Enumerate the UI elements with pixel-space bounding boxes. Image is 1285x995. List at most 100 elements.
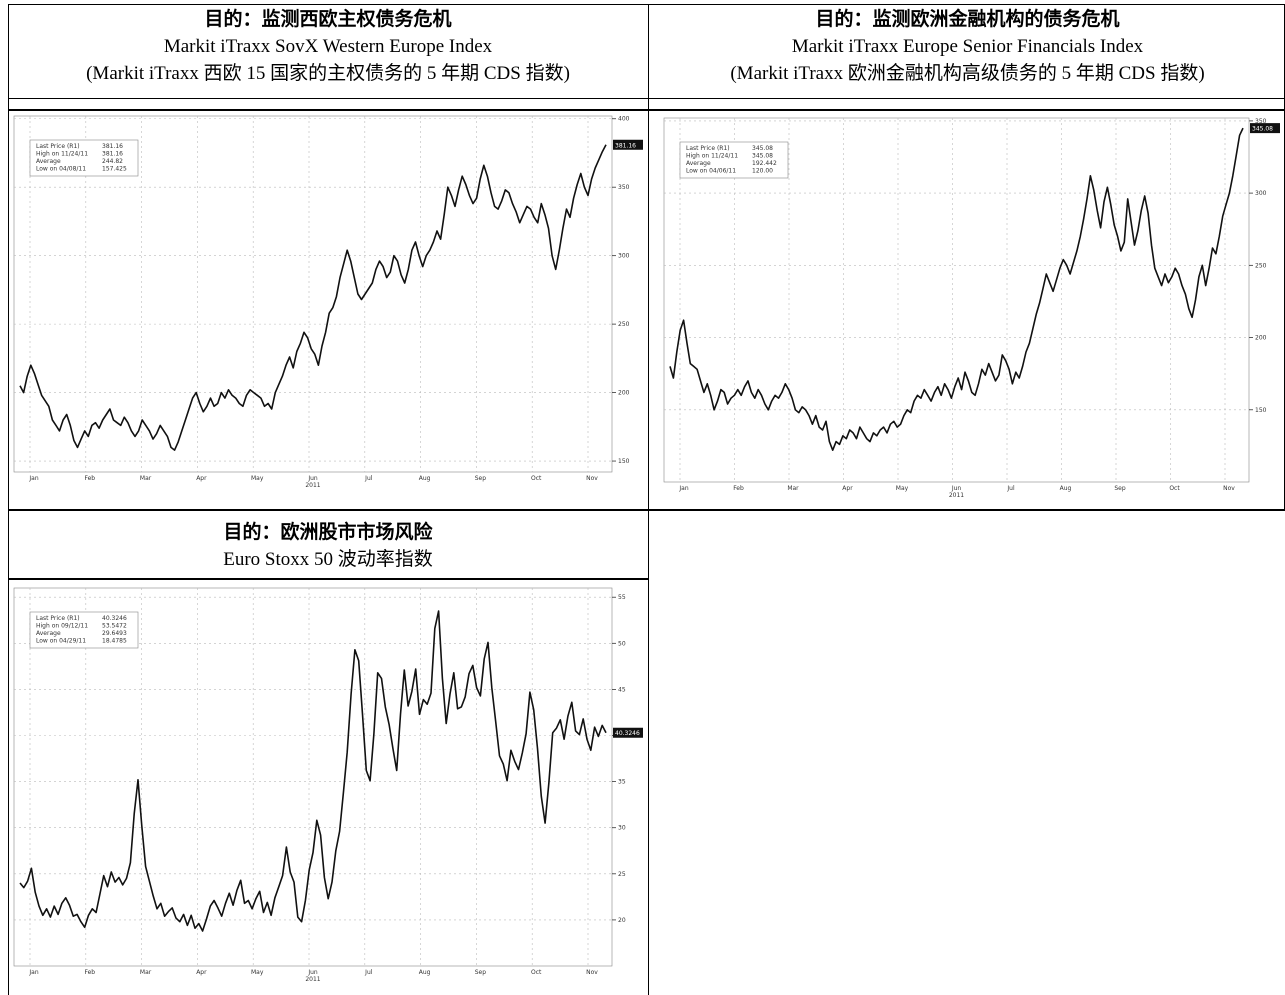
legend-label: High on 09/12/11	[36, 623, 88, 630]
x-tick-label: Aug	[1060, 485, 1072, 492]
legend-value: 244.82	[102, 158, 123, 165]
x-tick-label: Jan	[28, 475, 38, 482]
header-row-divider-2	[8, 578, 648, 580]
x-tick-label: Feb	[84, 969, 95, 976]
x-tick-label: Aug	[419, 969, 431, 976]
legend-value: 18.4785	[102, 638, 127, 645]
x-tick-label: Mar	[140, 969, 152, 976]
legend-label: Last Price (R1)	[36, 615, 80, 622]
plot-frame	[663, 117, 1250, 483]
last-price-tag	[613, 727, 643, 738]
legend-value: 29.6493	[102, 630, 127, 637]
x-tick-label: Apr	[196, 969, 207, 976]
panel-header-vstoxx: 目的：欧洲股市市场风险 Euro Stoxx 50 波动率指数	[8, 519, 648, 579]
legend-box	[29, 611, 139, 649]
x-tick-label: Feb	[84, 475, 95, 482]
panel-subtitle: Markit iTraxx SovX Western Europe Index	[163, 36, 493, 57]
panel-description: (Markit iTraxx 欧洲金融机构高级债务的 5 年期 CDS 指数)	[730, 63, 1205, 84]
x-tick-label: Jul	[364, 475, 373, 482]
x-tick-label: Oct	[531, 475, 542, 482]
table-border-mid	[648, 4, 649, 995]
legend-box	[679, 141, 789, 179]
sovx-chart: 150 200 250 300 350 400 Jan Feb Mar Apr May Jun Jul A…	[13, 115, 643, 489]
legend-value: 53.5472	[102, 623, 127, 630]
x-tick-label: Nov	[586, 969, 598, 976]
y-tick-label: 20	[618, 917, 626, 924]
legend-value: 345.08	[752, 153, 773, 160]
last-price-tag	[613, 139, 643, 150]
series-line	[19, 144, 607, 451]
x-year-label: 2011	[305, 976, 320, 983]
legend-value: 345.08	[752, 145, 773, 152]
y-tick-label: 200	[1255, 335, 1267, 342]
x-tick-label: Jun	[307, 475, 318, 482]
x-tick-label: Sep	[1114, 485, 1126, 492]
series-line	[19, 610, 607, 932]
panel-title: 目的：欧洲股市市场风险	[223, 521, 433, 543]
x-tick-label: Sep	[475, 475, 487, 482]
legend-value: 120.00	[752, 168, 773, 175]
y-tick-label: 400	[618, 116, 630, 123]
header-row-divider-1	[8, 98, 1285, 99]
y-tick-label: 250	[1255, 262, 1267, 269]
panel-title: 目的：监测欧洲金融机构的债务危机	[815, 8, 1120, 30]
y-tick-label: 150	[1255, 407, 1267, 414]
y-tick-label: 300	[1255, 190, 1267, 197]
x-tick-label: Apr	[196, 475, 207, 482]
financials-chart: 150 200 250 300 350 Jan Feb Mar Apr May Jun Jul Aug S…	[663, 117, 1280, 499]
legend-value: 40.3246	[102, 615, 127, 622]
x-tick-label: Sep	[475, 969, 487, 976]
vstoxx-chart: 2025303540455055JanFebMarAprMayJunJulAug…	[13, 587, 643, 983]
x-tick-label: May	[251, 969, 264, 976]
y-tick-label: 350	[618, 184, 630, 191]
x-tick-label: Aug	[419, 475, 431, 482]
last-price-tag	[1250, 123, 1280, 134]
x-tick-label: Jan	[28, 969, 38, 976]
x-tick-label: Nov	[1223, 485, 1235, 492]
legend-value: 192.442	[752, 160, 777, 167]
x-tick-label: Jul	[364, 969, 373, 976]
y-tick-label: 35	[618, 779, 626, 786]
legend-box	[29, 139, 139, 177]
row-divider	[8, 509, 1285, 511]
x-tick-label: Mar	[787, 485, 799, 492]
x-tick-label: Jan	[678, 485, 688, 492]
last-price-tag-label: 381.16	[615, 142, 636, 149]
x-tick-label: Oct	[1169, 485, 1180, 492]
table-border-left	[8, 4, 9, 995]
legend-label: Low on 04/08/11	[36, 166, 86, 173]
x-tick-label: May	[896, 485, 909, 492]
y-tick-label: 200	[618, 390, 630, 397]
y-tick-label: 30	[618, 825, 626, 832]
legend-label: Average	[36, 158, 61, 165]
legend-label: High on 11/24/11	[36, 151, 88, 158]
y-tick-label: 250	[618, 321, 630, 328]
series-line	[669, 127, 1244, 452]
y-tick-label: 350	[1255, 118, 1267, 125]
y-tick-label: 300	[618, 253, 630, 260]
x-tick-label: Jun	[307, 969, 318, 976]
legend-value: 381.16	[102, 143, 123, 150]
x-year-label: 2011	[949, 492, 964, 499]
last-price-tag-label: 40.3246	[615, 730, 640, 737]
legend-label: Last Price (R1)	[686, 145, 730, 152]
y-tick-label: 50	[618, 640, 626, 647]
panel-description: (Markit iTraxx 西欧 15 国家的主权债务的 5 年期 CDS 指…	[86, 63, 570, 84]
header-row-divider-1b	[8, 109, 1285, 111]
plot-frame	[13, 587, 613, 967]
panel-header-financials: 目的：监测欧洲金融机构的债务危机 Markit iTraxx Europe Se…	[650, 6, 1285, 98]
table-border-top	[8, 4, 1285, 5]
legend-label: Last Price (R1)	[36, 143, 80, 150]
x-tick-label: Apr	[842, 485, 853, 492]
legend-label: Average	[686, 160, 711, 167]
x-year-label: 2011	[305, 482, 320, 489]
last-price-tag-label: 345.08	[1252, 126, 1273, 133]
legend-label: Low on 04/06/11	[686, 168, 736, 175]
legend-value: 381.16	[102, 151, 123, 158]
panel-title: 目的：监测西欧主权债务危机	[204, 8, 452, 30]
x-tick-label: Oct	[531, 969, 542, 976]
legend-value: 157.425	[102, 166, 127, 173]
panel-header-sovx: 目的：监测西欧主权债务危机 Markit iTraxx SovX Western…	[8, 6, 648, 98]
plot-frame	[13, 115, 613, 473]
legend-label: Average	[36, 630, 61, 637]
